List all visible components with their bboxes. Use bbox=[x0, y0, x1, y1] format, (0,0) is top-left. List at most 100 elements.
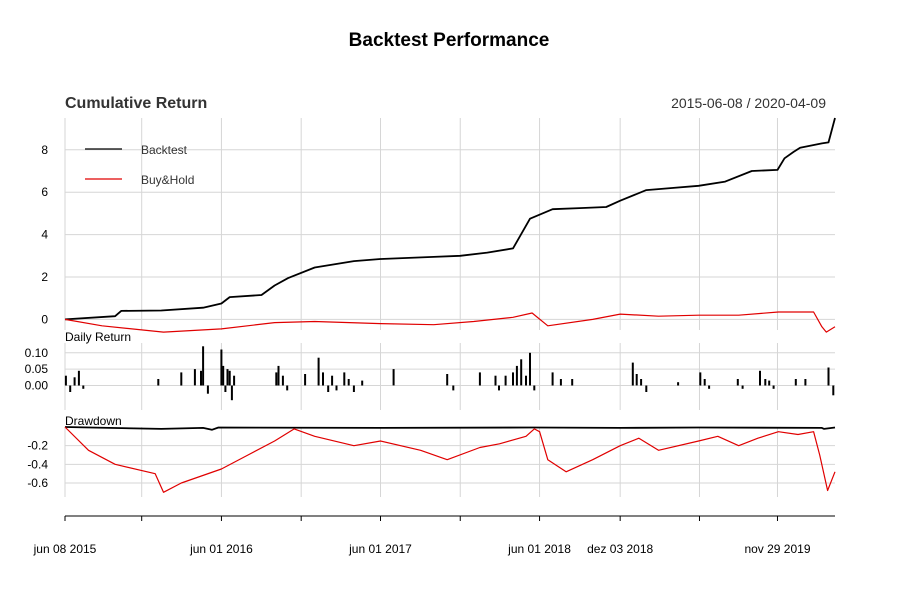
y-tick-label: -0.6 bbox=[27, 476, 48, 490]
daily-return-bar bbox=[277, 365, 280, 386]
x-tick-label: jun 08 2015 bbox=[33, 542, 97, 556]
x-tick-label: dez 03 2018 bbox=[587, 542, 653, 556]
daily-return-bar bbox=[281, 375, 284, 386]
y-axes: 0 2 4 6 8 0.10 0.05 0.00 -0.2 -0.4 -0.6 bbox=[25, 143, 49, 490]
daily-return-bar bbox=[331, 375, 334, 386]
daily-return-bar bbox=[202, 346, 205, 386]
daily-return-bar bbox=[193, 369, 196, 386]
daily-return-bar bbox=[741, 385, 744, 389]
daily-return-bar bbox=[640, 379, 643, 386]
daily-return-bar bbox=[73, 377, 76, 386]
chart-title: Backtest Performance bbox=[349, 30, 550, 51]
drawdown-buy-hold-line bbox=[64, 426, 836, 493]
daily-return-bar bbox=[157, 379, 160, 386]
daily-return-bar bbox=[677, 382, 680, 386]
daily-return-bar bbox=[512, 372, 514, 386]
y-tick-label: 0.05 bbox=[25, 362, 49, 376]
daily-return-bar bbox=[226, 369, 229, 386]
x-tick-label: jun 01 2018 bbox=[507, 542, 571, 556]
daily-return-bar bbox=[571, 379, 574, 386]
legend-label-backtest: Backtest bbox=[141, 143, 188, 157]
daily-return-bar bbox=[224, 385, 227, 392]
daily-return-bar bbox=[768, 380, 771, 386]
daily-return-bar bbox=[804, 379, 807, 386]
cumulative-return-buy-hold-line bbox=[64, 311, 836, 333]
x-tick-label: jun 01 2017 bbox=[348, 542, 412, 556]
daily-return-bar bbox=[82, 385, 85, 389]
y-tick-label: 6 bbox=[41, 185, 48, 199]
daily-return-bar bbox=[736, 379, 739, 386]
daily-return-bars bbox=[64, 346, 835, 401]
daily-return-bar bbox=[645, 385, 648, 392]
daily-return-bar bbox=[352, 385, 355, 392]
daily-return-bar bbox=[631, 362, 634, 386]
daily-return-bar bbox=[200, 370, 202, 386]
panel-labels: Daily Return Drawdown bbox=[65, 330, 131, 428]
daily-return-bar bbox=[559, 379, 562, 386]
daily-return-bar bbox=[551, 372, 554, 386]
daily-return-bar bbox=[361, 380, 364, 386]
daily-return-bar bbox=[635, 374, 638, 386]
daily-return-bar bbox=[520, 359, 523, 386]
daily-return-bar bbox=[504, 375, 507, 386]
daily-return-bar bbox=[708, 385, 711, 389]
x-tick-label: jun 01 2016 bbox=[189, 542, 253, 556]
chart-subtitle: Cumulative Return bbox=[65, 95, 207, 112]
daily-return-bar bbox=[515, 365, 518, 386]
daily-return-bar bbox=[64, 375, 67, 386]
panel-label-drawdown: Drawdown bbox=[65, 414, 122, 428]
daily-return-bar bbox=[206, 385, 209, 394]
daily-return-bar bbox=[343, 372, 346, 386]
legend: Backtest Buy&Hold bbox=[85, 143, 194, 187]
x-axis: jun 08 2015 jun 01 2016 jun 01 2017 jun 01 … bbox=[33, 515, 835, 556]
daily-return-bar bbox=[322, 372, 324, 386]
y-tick-label: 0.10 bbox=[25, 346, 49, 360]
panel-label-daily-return: Daily Return bbox=[65, 330, 131, 344]
daily-return-bar bbox=[699, 372, 702, 386]
y-tick-label: 8 bbox=[41, 143, 48, 157]
drawdown-backtest-line bbox=[64, 426, 836, 431]
daily-return-bar bbox=[446, 374, 449, 386]
daily-return-bar bbox=[832, 385, 835, 396]
daily-return-bar bbox=[286, 385, 289, 391]
daily-return-bar bbox=[69, 385, 72, 392]
daily-return-bar bbox=[703, 379, 706, 386]
daily-return-bar bbox=[222, 365, 225, 386]
daily-return-bar bbox=[794, 379, 797, 386]
y-tick-label: 4 bbox=[41, 228, 48, 242]
daily-return-bar bbox=[764, 379, 767, 386]
x-tick-label: nov 29 2019 bbox=[744, 542, 810, 556]
daily-return-bar bbox=[498, 385, 500, 391]
gridlines bbox=[64, 118, 835, 497]
daily-return-bar bbox=[392, 369, 395, 386]
daily-return-bar bbox=[759, 370, 761, 386]
series-lines bbox=[64, 117, 836, 493]
daily-return-bar bbox=[533, 385, 536, 391]
y-tick-label: 0.00 bbox=[25, 378, 49, 392]
daily-return-bar bbox=[327, 385, 330, 392]
daily-return-bar bbox=[220, 349, 223, 386]
daily-return-bar bbox=[233, 375, 236, 386]
daily-return-bar bbox=[77, 370, 80, 386]
y-tick-label: -0.4 bbox=[27, 457, 48, 471]
daily-return-bar bbox=[478, 372, 481, 386]
legend-label-buy-hold: Buy&Hold bbox=[141, 173, 194, 187]
y-tick-label: 0 bbox=[41, 312, 48, 326]
daily-return-bar bbox=[317, 357, 320, 386]
cumulative-return-backtest-line bbox=[64, 117, 836, 321]
daily-return-bar bbox=[827, 367, 830, 386]
daily-return-bar bbox=[494, 375, 497, 386]
daily-return-bar bbox=[529, 352, 531, 386]
daily-return-bar bbox=[275, 372, 278, 386]
date-range: 2015-06-08 / 2020-04-09 bbox=[671, 95, 826, 111]
y-tick-label: 2 bbox=[41, 270, 48, 284]
daily-return-bar bbox=[452, 385, 455, 391]
daily-return-bar bbox=[228, 370, 231, 386]
daily-return-bar bbox=[230, 385, 233, 401]
y-tick-label: -0.2 bbox=[27, 439, 48, 453]
daily-return-bar bbox=[304, 374, 307, 386]
daily-return-bar bbox=[525, 375, 527, 386]
daily-return-bar bbox=[180, 372, 183, 386]
daily-return-bar bbox=[335, 385, 338, 391]
